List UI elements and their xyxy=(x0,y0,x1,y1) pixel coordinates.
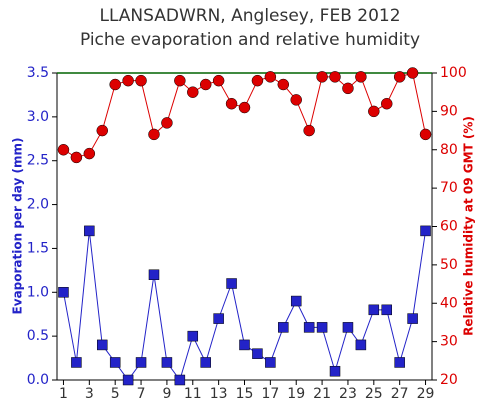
point xyxy=(148,128,160,141)
y-tick-label: 0.0 xyxy=(27,372,49,388)
point xyxy=(161,357,173,368)
point xyxy=(394,357,405,368)
point xyxy=(57,144,70,156)
point xyxy=(187,330,199,342)
x-tick-label: 21 xyxy=(313,386,331,402)
plot-frame xyxy=(56,72,433,381)
x-tick-label: 27 xyxy=(391,386,409,402)
point xyxy=(109,357,121,368)
point xyxy=(277,78,290,91)
point xyxy=(316,71,328,83)
x-tick-label: 1 xyxy=(59,386,68,402)
x-tick-label: 29 xyxy=(417,386,435,402)
y2-tick-label: 70 xyxy=(440,180,458,196)
point xyxy=(226,278,237,289)
y-axis-label: Evaporation per day (mm) xyxy=(11,138,25,315)
y-tick-label: 2.5 xyxy=(27,153,49,169)
point xyxy=(97,339,108,351)
y-tick-label: 2.0 xyxy=(27,197,49,213)
x-tick-label: 5 xyxy=(111,386,120,402)
y-tick-label: 1.5 xyxy=(27,240,49,256)
x-tick-label: 19 xyxy=(287,386,305,402)
point xyxy=(84,225,95,237)
x-tick-label: 13 xyxy=(210,386,228,402)
point xyxy=(71,357,82,368)
y-tick-label: 0.5 xyxy=(27,328,49,344)
point xyxy=(342,322,354,333)
x-tick-label: 15 xyxy=(236,386,254,402)
y2-tick-label: 20 xyxy=(440,372,458,388)
point xyxy=(238,101,251,114)
y2-axis-label: Relative humidity at 09 GMT (%) xyxy=(462,116,476,336)
point xyxy=(135,357,147,368)
point xyxy=(407,313,418,324)
point xyxy=(290,94,302,106)
y2-tick-label: 30 xyxy=(440,334,458,350)
point xyxy=(199,78,212,91)
y2-tick-label: 100 xyxy=(440,65,467,81)
point xyxy=(225,97,238,110)
point xyxy=(109,78,121,91)
chart-title: LLANSADWRN, Anglesey, FEB 2012 xyxy=(99,6,400,26)
point xyxy=(303,124,315,137)
point xyxy=(251,74,264,87)
point xyxy=(316,322,328,333)
point xyxy=(187,86,199,98)
x-tick-label: 9 xyxy=(162,386,171,402)
y2-tick-label: 80 xyxy=(440,142,458,158)
point xyxy=(278,322,289,333)
point xyxy=(329,365,341,377)
point xyxy=(420,225,431,237)
point xyxy=(148,269,160,280)
point xyxy=(368,304,380,316)
y-tick-label: 1.0 xyxy=(27,284,49,300)
point xyxy=(161,117,173,129)
point xyxy=(380,97,393,110)
point xyxy=(213,313,224,324)
y2-tick-label: 50 xyxy=(440,257,458,273)
point xyxy=(355,339,367,351)
y2-tick-label: 40 xyxy=(440,295,458,311)
point xyxy=(406,67,419,79)
point xyxy=(342,82,354,95)
point xyxy=(96,124,109,137)
x-tick-label: 25 xyxy=(365,386,383,402)
point xyxy=(122,74,134,87)
x-tick-label: 23 xyxy=(339,386,357,402)
x-tick-label: 17 xyxy=(261,386,279,402)
point xyxy=(174,74,186,87)
point xyxy=(264,71,277,83)
x-tick-label: 7 xyxy=(137,386,146,402)
point xyxy=(122,374,134,386)
point xyxy=(329,71,341,83)
point xyxy=(290,295,302,307)
point xyxy=(419,128,432,141)
point xyxy=(174,374,186,386)
point xyxy=(200,357,211,368)
point xyxy=(70,151,83,164)
point xyxy=(303,322,315,333)
point xyxy=(252,348,263,359)
chart-subtitle: Piche evaporation and relative humidity xyxy=(80,30,420,50)
x-tick-label: 3 xyxy=(85,386,94,402)
point xyxy=(58,287,69,298)
point xyxy=(83,147,96,160)
point xyxy=(381,304,392,316)
y-tick-label: 3.0 xyxy=(27,109,49,125)
y2-tick-label: 90 xyxy=(440,103,458,119)
x-tick-label: 11 xyxy=(184,386,202,402)
point xyxy=(355,71,367,83)
point xyxy=(368,105,380,118)
point xyxy=(135,74,147,87)
point xyxy=(265,357,276,368)
point xyxy=(212,74,225,87)
point xyxy=(239,339,250,351)
y-tick-label: 3.5 xyxy=(27,65,49,81)
y2-tick-label: 60 xyxy=(440,219,458,235)
point xyxy=(393,71,406,83)
